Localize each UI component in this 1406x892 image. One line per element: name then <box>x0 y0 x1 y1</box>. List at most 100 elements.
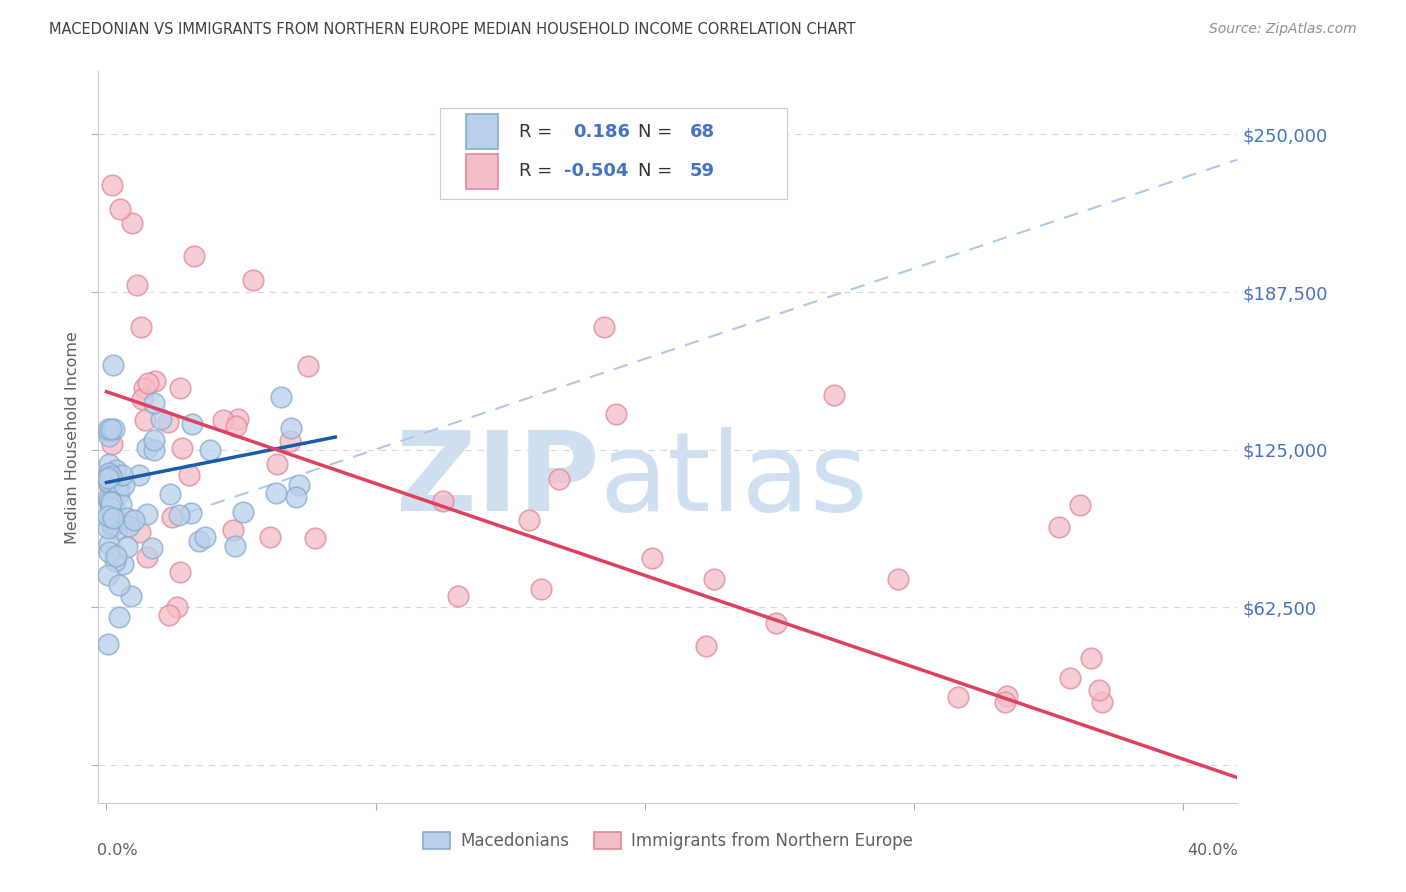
Text: MACEDONIAN VS IMMIGRANTS FROM NORTHERN EUROPE MEDIAN HOUSEHOLD INCOME CORRELATIO: MACEDONIAN VS IMMIGRANTS FROM NORTHERN E… <box>49 22 856 37</box>
Point <box>108 578 131 592</box>
Text: ZIP: ZIP <box>396 427 599 534</box>
Point <box>166 600 188 615</box>
Point <box>198 442 221 457</box>
Point <box>142 434 165 448</box>
Point <box>118 519 141 533</box>
Point <box>97 544 120 558</box>
Point <box>304 531 326 545</box>
Point <box>823 388 845 402</box>
Point <box>1059 671 1081 685</box>
Point <box>447 589 470 603</box>
Point <box>101 437 124 451</box>
FancyBboxPatch shape <box>440 108 787 200</box>
Point <box>103 500 125 514</box>
Point <box>101 510 124 524</box>
Point <box>641 551 664 566</box>
Point <box>100 422 122 436</box>
Point <box>169 565 191 579</box>
Point <box>232 505 254 519</box>
Point <box>994 695 1017 709</box>
Point <box>156 415 179 429</box>
Point <box>181 417 204 432</box>
Point <box>287 478 309 492</box>
Point <box>98 1 121 15</box>
Point <box>1088 683 1111 698</box>
Point <box>101 178 124 192</box>
Point <box>105 484 128 499</box>
Point <box>108 486 131 500</box>
Point <box>105 462 128 476</box>
Point <box>104 549 127 564</box>
Point <box>107 481 129 495</box>
Bar <box>467 153 498 189</box>
Point <box>226 411 249 425</box>
Point <box>115 510 138 524</box>
Point <box>605 407 627 421</box>
Point <box>97 429 120 443</box>
Text: 0.0%: 0.0% <box>97 843 138 858</box>
Point <box>1080 650 1102 665</box>
Point <box>593 319 616 334</box>
Point <box>129 320 152 334</box>
Point <box>100 468 122 483</box>
Point <box>98 500 121 515</box>
Point <box>125 278 148 293</box>
Point <box>100 495 122 509</box>
Point <box>134 413 156 427</box>
Point <box>995 689 1018 703</box>
Point <box>162 509 184 524</box>
Point <box>159 487 181 501</box>
Point <box>122 513 145 527</box>
Point <box>108 515 131 529</box>
Point <box>131 392 153 406</box>
Point <box>128 525 150 540</box>
Text: atlas: atlas <box>599 427 868 534</box>
Point <box>135 442 157 456</box>
Point <box>266 486 288 500</box>
Point <box>167 508 190 522</box>
Point <box>224 539 246 553</box>
Point <box>145 374 167 388</box>
Point <box>112 557 135 571</box>
Point <box>98 494 121 508</box>
Point <box>98 475 121 489</box>
Bar <box>467 114 498 150</box>
Point <box>179 467 201 482</box>
Point <box>141 541 163 555</box>
Point <box>98 457 121 471</box>
Point <box>242 273 264 287</box>
Point <box>110 497 132 511</box>
Point <box>105 522 128 536</box>
Point <box>259 530 281 544</box>
Point <box>120 589 142 603</box>
Point <box>432 494 454 508</box>
Text: R =: R = <box>519 123 558 141</box>
Point <box>1091 695 1114 709</box>
Point <box>143 442 166 457</box>
Point <box>157 608 180 623</box>
Text: 0.186: 0.186 <box>574 123 630 141</box>
Point <box>97 471 120 485</box>
Point <box>105 479 128 493</box>
Point <box>225 419 247 434</box>
Point <box>103 422 125 436</box>
Point <box>212 413 235 427</box>
Point <box>97 491 120 505</box>
Point <box>136 507 159 521</box>
Point <box>297 359 319 373</box>
Point <box>284 490 307 504</box>
Point <box>98 424 121 438</box>
Point <box>280 434 302 449</box>
Point <box>765 616 787 631</box>
Point <box>270 390 292 404</box>
Point <box>142 396 165 410</box>
Point <box>135 550 157 565</box>
Point <box>111 467 134 482</box>
Point <box>97 466 120 480</box>
Y-axis label: Median Household Income: Median Household Income <box>65 331 80 543</box>
Point <box>183 249 205 263</box>
Point <box>112 478 135 492</box>
Point <box>101 359 124 373</box>
Point <box>97 637 120 651</box>
Point <box>97 422 120 436</box>
